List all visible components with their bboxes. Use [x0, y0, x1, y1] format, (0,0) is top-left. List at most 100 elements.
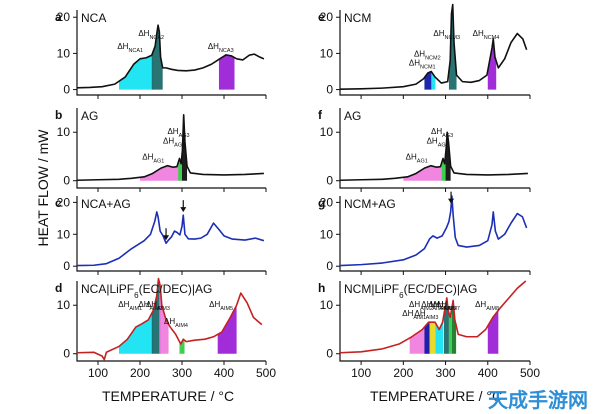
y-tick-label: 10	[57, 298, 71, 312]
y-tick-label: 20	[320, 10, 334, 24]
axis-frame-g	[339, 196, 530, 272]
peak-area-aim4	[435, 319, 444, 354]
y-tick-label: 0	[326, 347, 333, 361]
x-tick-label: 400	[478, 366, 498, 380]
peak-area-nca3	[218, 54, 235, 90]
x-tick-label: 200	[393, 366, 413, 380]
peak-area-aim7	[451, 300, 457, 354]
watermark-text: 天成手游网	[488, 388, 588, 412]
panel-name-d: NCA|LiPF6(EC/DEC)|AG	[81, 282, 212, 300]
series-line-b	[76, 113, 264, 182]
y-tick-label: 20	[57, 195, 71, 209]
y-tick-label: 0	[63, 259, 70, 273]
panel-name-h: NCM|LiPF6(EC/DEC)|AG	[344, 282, 477, 300]
y-tick-label: 10	[57, 125, 71, 139]
panel-name-g: NCM+AG	[344, 197, 396, 211]
y-tick-label: 10	[320, 227, 334, 241]
axis-frame-d	[76, 281, 266, 362]
series-line-f	[339, 131, 528, 182]
peak-area-aim2	[424, 322, 430, 354]
peak-area-aim6	[448, 307, 452, 354]
x-tick-label: 300	[436, 366, 456, 380]
series-line-d	[76, 277, 263, 361]
panel-letter-d: d	[55, 281, 62, 295]
y-tick-label: 0	[326, 83, 333, 97]
panel-name-e: NCM	[344, 11, 371, 25]
x-tick-label: 200	[130, 366, 150, 380]
peak-area-nca1	[119, 50, 154, 90]
arrow-head	[163, 235, 170, 241]
panel-c: 0 10 20c NCA+AG	[55, 195, 267, 275]
peak-area-aim2	[151, 278, 161, 354]
peak-area-aim1	[119, 310, 154, 354]
peak-area-aim3	[159, 282, 169, 354]
x-axis-title-left: TEMPERATURE / °C	[102, 388, 234, 404]
series-line-e	[339, 3, 528, 91]
x-tick-label: 300	[172, 366, 192, 380]
x-tick-label: 500	[520, 366, 540, 380]
x-axis-title-right: TEMPERATURE / °C	[370, 388, 502, 404]
panel-letter-c: c	[55, 196, 62, 210]
y-axis-title: HEAT FLOW / mW	[35, 129, 51, 247]
peak-label-nca2: ΔHNCA2	[138, 29, 164, 41]
peak-label-aim5: ΔHAIM5	[209, 300, 233, 312]
peak-area-aim3	[429, 322, 436, 354]
series-line-a	[76, 24, 265, 89]
peak-label-ncm3: ΔHNCM3	[433, 29, 460, 41]
y-tick-label: 10	[320, 46, 334, 60]
peak-area-aim8	[487, 310, 499, 354]
panel-letter-b: b	[55, 108, 62, 122]
panel-name-c: NCA+AG	[81, 197, 131, 211]
y-tick-label: 20	[320, 195, 334, 209]
axis-frame-f	[339, 108, 530, 189]
peak-label-nca1: ΔHNCA1	[117, 42, 143, 54]
panel-name-b: AG	[81, 109, 98, 123]
peak-area-aim5	[217, 305, 237, 354]
panel-g: 0 10 20g NCM+AG	[318, 191, 531, 275]
panel-letter-f: f	[318, 108, 323, 122]
peak-area-aim4	[179, 339, 185, 354]
series-line-h	[339, 280, 527, 354]
peak-label-ncm4: ΔHNCM4	[473, 29, 500, 41]
peak-label-ag1: ΔHAG1	[142, 153, 164, 165]
y-tick-label: 10	[320, 298, 334, 312]
y-tick-label: 10	[57, 227, 71, 241]
peak-area-ncm3	[448, 4, 457, 90]
x-tick-label: 400	[214, 366, 234, 380]
y-tick-label: 10	[320, 125, 334, 139]
peak-label-ag1: ΔHAG1	[406, 153, 428, 165]
axis-frame-c	[76, 196, 266, 272]
axis-frame-b	[76, 108, 266, 189]
y-tick-label: 0	[326, 174, 333, 188]
axis-frame-h	[339, 281, 530, 362]
panel-letter-a: a	[55, 10, 62, 24]
panel-letter-h: h	[318, 281, 325, 295]
peak-area-ag1	[140, 161, 179, 181]
axis-frame-e	[339, 10, 530, 96]
y-tick-label: 20	[57, 10, 71, 24]
panel-name-f: AG	[344, 109, 361, 123]
y-tick-label: 10	[57, 46, 71, 60]
x-tick-label: 500	[256, 366, 276, 380]
panel-letter-e: e	[318, 10, 325, 24]
x-tick-label: 100	[88, 366, 108, 380]
x-tick-label: 100	[351, 366, 371, 380]
peak-label-nca3: ΔHNCA3	[208, 42, 234, 54]
y-tick-label: 0	[63, 83, 70, 97]
peak-label-aim8: ΔHAIM8	[475, 300, 499, 312]
peak-area-nca2	[151, 25, 163, 90]
arrow-head	[180, 207, 187, 213]
peak-area-ag1	[403, 161, 443, 181]
panel-name-a: NCA	[81, 11, 106, 25]
arrow-head	[448, 198, 455, 204]
axis-frame-a	[76, 10, 266, 96]
series-line-g	[339, 195, 528, 267]
